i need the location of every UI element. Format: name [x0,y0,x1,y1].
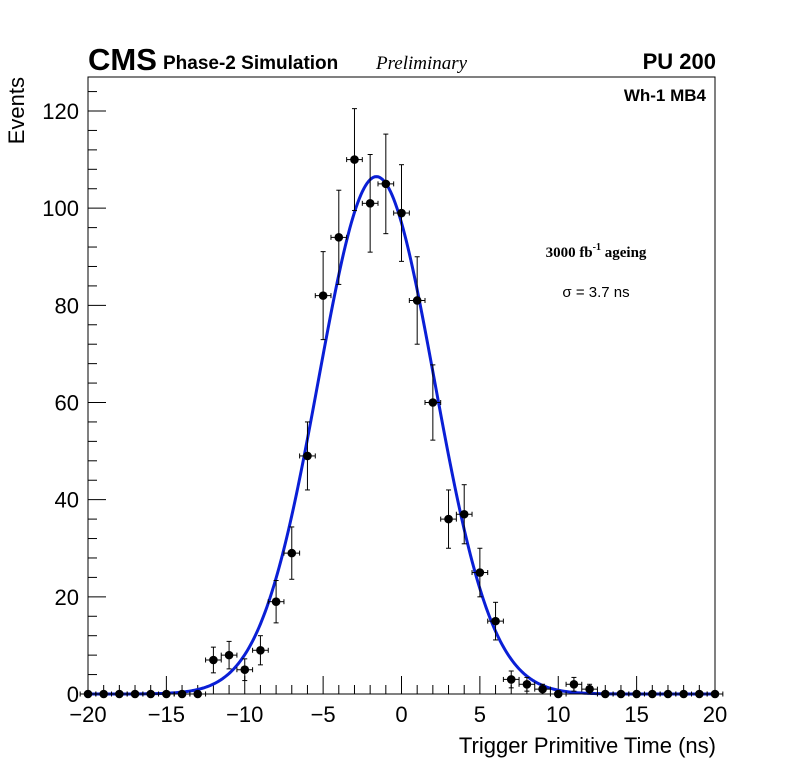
data-marker [397,208,406,218]
pileup-label: PU 200 [643,49,716,74]
data-marker [287,548,297,558]
data-point [471,547,489,598]
y-tick-label: 100 [42,196,79,221]
x-axis-label: Trigger Primitive Time (ns) [459,733,716,758]
data-point [299,421,316,491]
data-marker [538,684,547,694]
data-marker [475,568,485,577]
data-marker [334,233,344,242]
x-tick-label: −5 [311,702,336,727]
data-marker [365,199,375,208]
data-point [361,153,379,253]
data-marker [522,679,532,689]
ageing-suffix: ageing [601,245,647,261]
data-marker [381,179,391,189]
data-point [424,364,442,441]
data-point [518,676,536,692]
data-point [487,601,504,641]
data-marker [428,398,438,407]
data-marker [240,665,250,675]
preliminary-label: Preliminary [375,53,468,74]
data-point [408,256,426,345]
y-tick-label: 80 [55,293,79,318]
data-point [205,646,222,674]
data-point [267,580,285,624]
x-tick-label: 0 [395,702,407,727]
data-point [440,489,457,549]
data-points-layer [79,108,724,699]
y-axis-label: Events [4,77,29,144]
data-point [220,640,238,670]
data-point [314,251,332,341]
data-point [565,676,583,692]
y-tick-label: 0 [67,682,79,707]
y-tick-label: 40 [55,488,79,513]
x-tick-label: 15 [624,702,648,727]
station-label: Wh-1 MB4 [624,86,707,105]
x-tick-label: 10 [546,702,570,727]
data-marker [224,650,234,660]
y-tick-label: 20 [55,585,79,610]
data-marker [569,679,579,689]
data-marker [459,509,469,519]
x-tick-label: −10 [226,702,263,727]
data-marker [491,616,500,626]
data-marker [444,514,453,524]
y-tick-label: 60 [55,391,79,416]
y-tick-label: 120 [42,99,79,124]
sigma-annotation: σ = 3.7 ns [562,284,629,301]
x-tick-label: 5 [474,702,486,727]
data-point [581,683,598,694]
data-point [252,635,269,666]
data-marker [318,291,328,300]
data-point [346,108,363,212]
data-marker [412,296,422,305]
data-marker [256,645,265,655]
x-tick-label: −15 [148,702,185,727]
ageing-value: 3000 fb [546,245,593,261]
data-marker [209,655,218,665]
ageing-exponent: -1 [593,242,601,253]
data-marker [303,451,312,461]
simulation-label: Phase-2 Simulation [163,53,338,74]
data-marker [506,675,516,684]
data-point [455,484,473,545]
data-point [393,164,410,262]
data-point [283,526,301,580]
data-point [502,670,520,689]
data-point [377,133,395,235]
x-tick-labels: −20 −15 −10 −5 0 5 10 15 20 [69,702,727,727]
data-point [534,683,551,694]
data-point [330,189,348,285]
y-tick-labels: 0 20 40 60 80 100 120 [42,99,79,707]
x-tick-label: 20 [703,702,727,727]
data-marker [585,684,594,694]
experiment-label: CMS [88,42,157,77]
plot-frame [87,76,716,695]
x-tick-label: −20 [69,702,106,727]
data-marker [271,597,281,606]
data-point [236,658,254,682]
data-marker [350,155,359,164]
ageing-annotation: 3000 fb-1 ageing [546,242,647,261]
